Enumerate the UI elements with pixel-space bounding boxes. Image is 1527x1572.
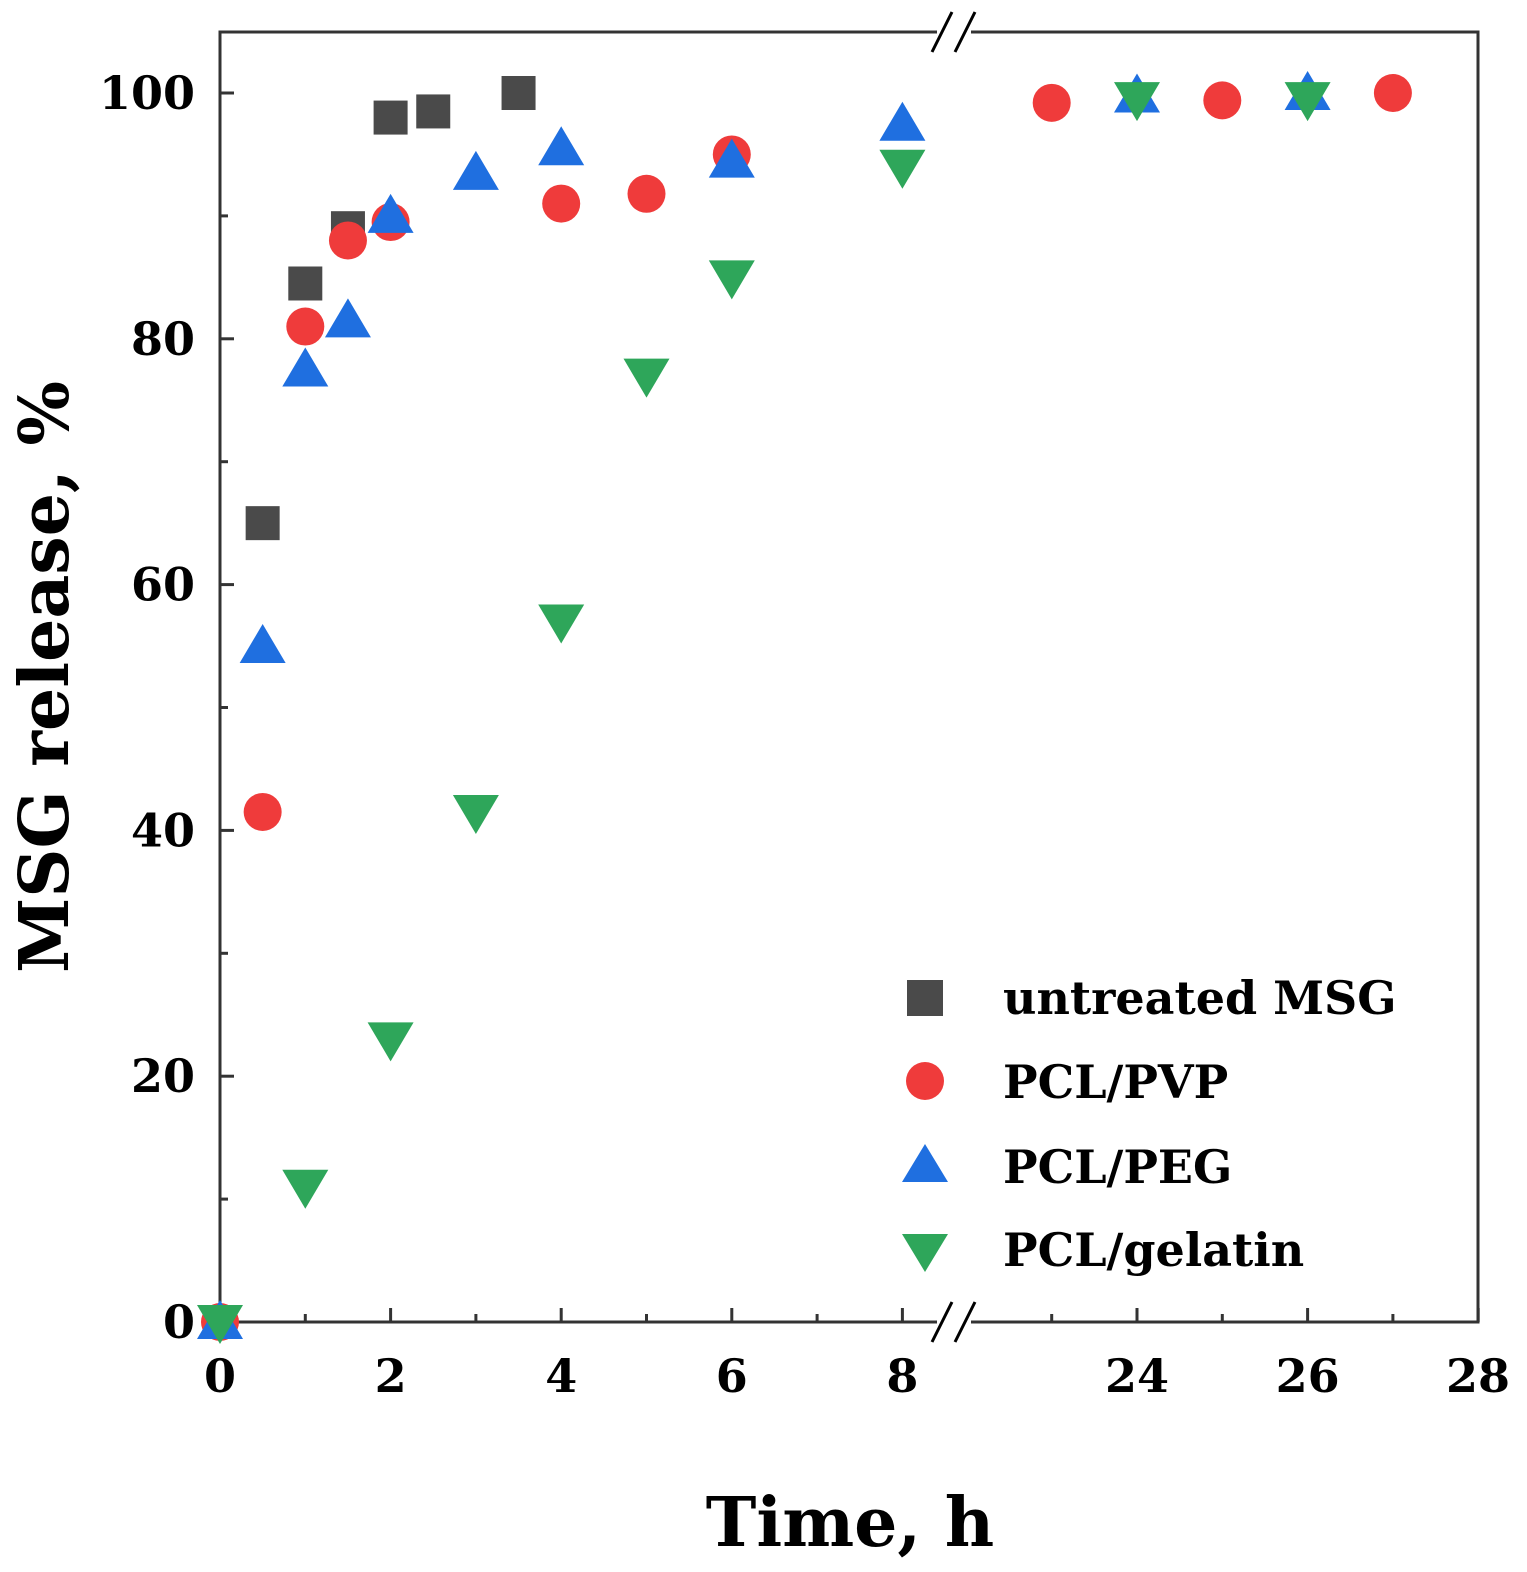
legend-marker-triangle-down [902, 1234, 948, 1272]
data-point-pcl-pvp [286, 307, 325, 346]
y-tick-label: 0 [163, 1295, 195, 1349]
y-tick-label: 40 [131, 803, 195, 857]
data-point-pcl-peg [708, 138, 755, 178]
data-point-pcl-gelatin [623, 358, 670, 398]
data-point-pcl-gelatin [1284, 82, 1331, 122]
legend-label-untreated-msg: untreated MSG [1003, 971, 1397, 1025]
legend-marker-square [907, 980, 943, 1016]
axis-break-bottom [930, 1301, 977, 1343]
axis-break-top [930, 11, 977, 53]
legend-item-pcl-peg: PCL/PEG [902, 1140, 1232, 1194]
data-point-pcl-peg [538, 126, 585, 166]
legend-item-pcl-pvp: PCL/PVP [906, 1055, 1228, 1109]
plot-frame [218, 30, 1480, 1324]
data-point-pcl-peg [879, 101, 926, 141]
data-point-pcl-pvp [1032, 83, 1071, 122]
y-tick-label: 100 [99, 66, 195, 120]
data-point-pcl-gelatin [1114, 82, 1160, 122]
data-point-pcl-pvp [542, 184, 581, 223]
x-tick-label: 8 [886, 1349, 918, 1403]
legend-label-pcl-pvp: PCL/PVP [1003, 1055, 1228, 1109]
data-point-pcl-peg [367, 193, 414, 233]
x-tick-label: 26 [1276, 1349, 1340, 1403]
x-tick-label: 2 [375, 1349, 407, 1403]
data-point-untreated-msg [373, 100, 408, 135]
data-point-pcl-gelatin [282, 1169, 329, 1209]
data-point-pcl-peg [239, 624, 286, 664]
legend: untreated MSG PCL/PVP PCL/PEG PCL/gelati… [902, 971, 1397, 1277]
x-tick-label: 6 [716, 1349, 748, 1403]
data-point-pcl-pvp [1373, 74, 1412, 112]
data-point-pcl-gelatin [538, 604, 585, 644]
legend-marker-circle [906, 1062, 944, 1100]
data-point-pcl-gelatin [452, 794, 499, 834]
legend-marker-triangle-up [902, 1144, 948, 1182]
data-point-pcl-peg [324, 298, 371, 338]
x-tick-label: 28 [1446, 1349, 1510, 1403]
data-point-untreated-msg [245, 506, 280, 541]
data-markers [197, 71, 1412, 1344]
x-tick-label: 0 [204, 1349, 236, 1403]
data-point-untreated-msg [501, 76, 536, 110]
data-point-untreated-msg [288, 266, 323, 301]
y-tick-label: 20 [131, 1049, 195, 1103]
data-point-pcl-peg [452, 150, 499, 190]
legend-item-pcl-gelatin: PCL/gelatin [902, 1223, 1304, 1277]
data-point-pcl-peg [282, 347, 329, 387]
data-point-untreated-msg [416, 94, 451, 129]
x-tick-label: 4 [545, 1349, 577, 1403]
legend-label-pcl-gelatin: PCL/gelatin [1003, 1223, 1304, 1277]
x-tick-label: 24 [1105, 1349, 1169, 1403]
data-point-pcl-pvp [1203, 81, 1242, 120]
y-axis-title: MSG release, % [5, 381, 85, 973]
data-point-pcl-gelatin [879, 149, 926, 189]
x-axis-title: Time, h [706, 1483, 994, 1563]
legend-item-untreated-msg: untreated MSG [907, 971, 1397, 1025]
data-point-pcl-pvp [328, 221, 367, 260]
data-point-pcl-pvp [627, 174, 666, 213]
data-point-pcl-gelatin [708, 260, 755, 300]
data-point-pcl-pvp [243, 792, 282, 831]
y-tick-label: 60 [131, 558, 195, 612]
legend-label-pcl-peg: PCL/PEG [1003, 1140, 1232, 1194]
y-axis-ticks: 0 20 40 60 80 100 [99, 66, 234, 1349]
data-point-pcl-gelatin [367, 1022, 414, 1062]
data-point-pcl-gelatin [197, 1305, 243, 1344]
y-tick-label: 80 [131, 312, 195, 366]
